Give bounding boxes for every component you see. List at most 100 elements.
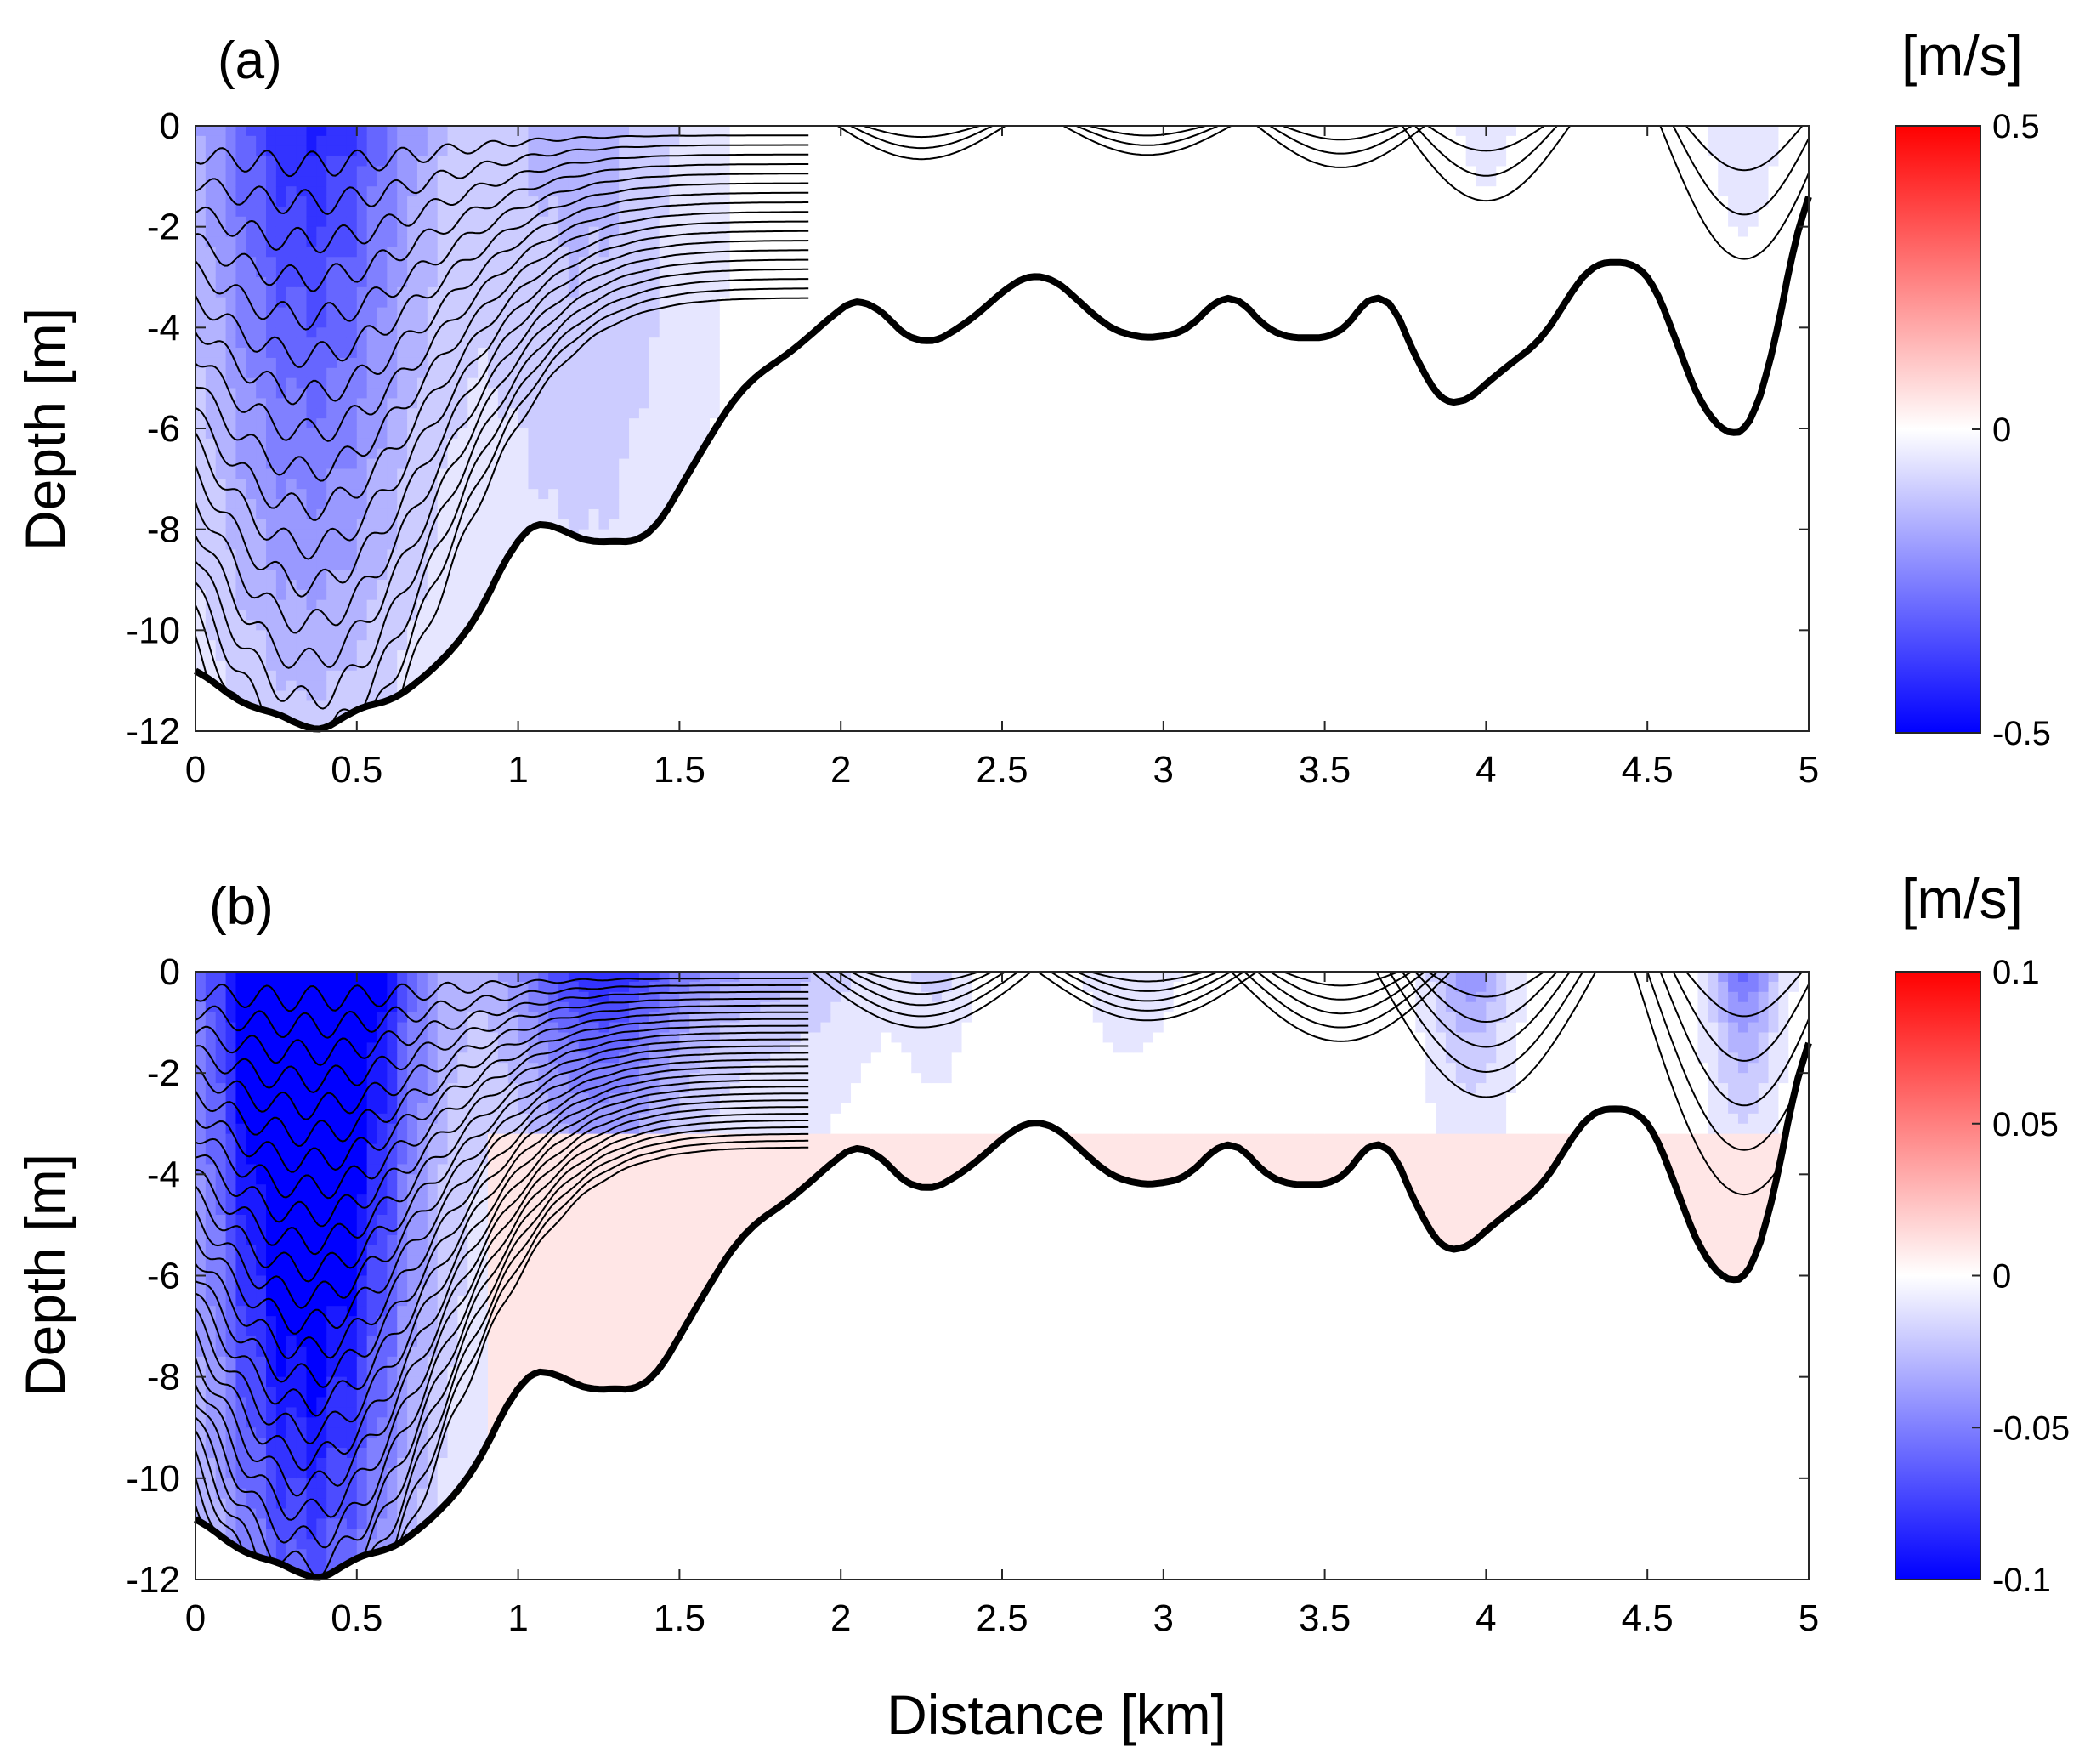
field-cell	[851, 570, 862, 581]
field-cell	[497, 206, 509, 218]
field-cell	[700, 186, 711, 197]
field-cell	[588, 348, 600, 359]
field-cell	[851, 680, 862, 692]
field-cell	[457, 247, 468, 258]
field-cell	[750, 670, 761, 682]
field-cell	[316, 337, 327, 349]
field-cell	[982, 660, 993, 672]
field-cell	[306, 479, 317, 490]
field-cell	[739, 519, 751, 530]
field-cell	[427, 126, 439, 137]
field-cell	[296, 348, 308, 359]
field-cell	[881, 448, 892, 460]
field-cell	[619, 196, 630, 207]
field-cell	[860, 267, 872, 278]
field-cell	[830, 479, 841, 490]
field-cell	[921, 660, 932, 672]
field-cell	[507, 216, 519, 228]
field-cell	[286, 610, 297, 621]
field-cell	[205, 630, 217, 641]
field-cell	[588, 499, 600, 510]
field-cell	[931, 599, 943, 611]
field-cell	[770, 700, 781, 712]
field-cell	[972, 468, 983, 479]
field-cell	[931, 711, 943, 722]
field-cell	[497, 236, 509, 247]
field-cell	[790, 297, 802, 309]
field-cell	[841, 529, 852, 541]
field-cell	[377, 348, 388, 359]
field-cell	[961, 539, 973, 550]
field-cell	[346, 206, 358, 218]
field-cell	[387, 277, 398, 288]
field-cell	[366, 711, 378, 722]
field-cell	[1032, 196, 1044, 207]
field-cell	[598, 166, 609, 177]
field-cell	[911, 690, 922, 701]
field-cell	[770, 499, 781, 510]
field-cell	[275, 448, 287, 460]
field-cell	[931, 700, 943, 712]
field-cell	[870, 620, 882, 631]
field-cell	[629, 418, 640, 429]
field-cell	[649, 660, 660, 672]
field-cell	[951, 489, 963, 500]
field-cell	[921, 418, 932, 429]
field-cell	[266, 438, 277, 450]
field-cell	[729, 267, 741, 278]
field-cell	[337, 570, 348, 581]
field-cell	[638, 317, 650, 328]
field-cell	[1022, 559, 1034, 570]
field-cell	[256, 186, 267, 197]
field-cell	[800, 690, 812, 701]
field-cell	[296, 145, 308, 157]
field-cell	[598, 277, 609, 288]
field-cell	[528, 448, 539, 460]
field-cell	[548, 377, 559, 389]
field-cell	[306, 670, 317, 682]
field-cell	[790, 236, 802, 247]
field-cell	[729, 448, 741, 460]
field-cell	[790, 580, 802, 591]
field-cell	[770, 650, 781, 661]
field-cell	[709, 690, 721, 701]
field-cell	[225, 297, 237, 309]
field-cell	[841, 630, 852, 641]
field-cell	[598, 620, 609, 631]
field-cell	[841, 216, 852, 228]
field-cell	[316, 640, 327, 651]
field-cell	[700, 398, 711, 409]
field-cell	[961, 549, 973, 560]
field-cell	[689, 398, 700, 409]
field-cell	[820, 580, 831, 591]
field-cell	[427, 398, 439, 409]
field-cell	[568, 468, 580, 479]
field-cell	[921, 549, 932, 560]
field-cell	[739, 711, 751, 722]
field-cell	[266, 145, 277, 157]
field-cell	[1011, 367, 1023, 379]
field-cell	[750, 650, 761, 661]
field-cell	[1022, 367, 1034, 379]
field-cell	[387, 529, 398, 541]
field-cell	[588, 519, 600, 530]
field-cell	[689, 317, 700, 328]
field-cell	[700, 690, 711, 701]
field-cell	[982, 529, 993, 541]
field-cell	[760, 479, 771, 490]
field-cell	[437, 570, 449, 581]
field-cell	[266, 408, 277, 419]
field-cell	[1002, 408, 1013, 419]
field-cell	[275, 206, 287, 218]
field-cell	[941, 620, 953, 631]
field-cell	[568, 570, 580, 581]
field-cell	[296, 408, 308, 419]
field-cell	[659, 549, 671, 560]
field-cell	[518, 398, 530, 409]
field-cell	[709, 367, 721, 379]
field-cell	[457, 599, 468, 611]
field-cell	[860, 398, 872, 409]
field-cell	[387, 156, 398, 167]
field-cell	[931, 357, 943, 369]
field-cell	[1002, 348, 1013, 359]
